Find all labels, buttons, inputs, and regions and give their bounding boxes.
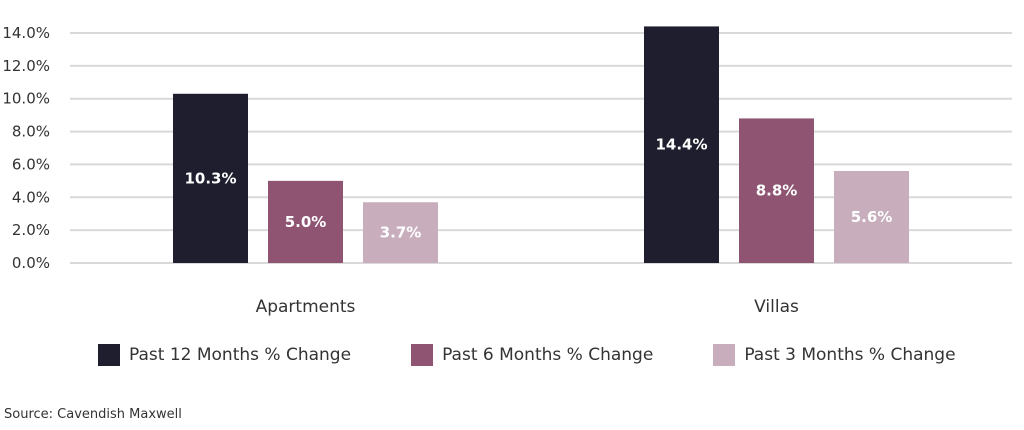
legend-label: Past 12 Months % Change: [129, 345, 352, 365]
legend-item-past-3-months: Past 3 Months % Change: [713, 344, 956, 366]
bar: [644, 26, 719, 263]
y-tick-label: 4.0%: [12, 188, 50, 206]
legend-item-past-6-months: Past 6 Months % Change: [411, 344, 653, 366]
bar: [268, 180, 343, 263]
category-label: Apartments: [256, 297, 356, 317]
legend: Past 12 Months % Change Past 6 Months % …: [98, 344, 1016, 366]
bar: [834, 171, 909, 263]
bars: [173, 26, 909, 264]
y-tick-label: 2.0%: [12, 221, 50, 239]
y-tick-label: 8.0%: [12, 123, 50, 141]
bar: [173, 93, 248, 264]
category-label: Villas: [754, 297, 799, 317]
legend-swatch: [713, 344, 736, 366]
y-tick-label: 12.0%: [2, 57, 50, 75]
legend-swatch: [98, 344, 120, 366]
bar-value-label: 8.8%: [756, 182, 798, 200]
legend-label: Past 3 Months % Change: [744, 345, 956, 365]
source-note: Source: Cavendish Maxwell: [4, 407, 182, 422]
bar-value-label: 3.7%: [380, 224, 422, 242]
bar-value-label: 5.0%: [285, 213, 327, 231]
bar-value-label: 5.6%: [851, 208, 893, 226]
bar: [363, 202, 438, 263]
bar-value-label: 14.4%: [655, 136, 707, 154]
y-axis-ticks: 0.0% 2.0% 4.0% 6.0% 8.0% 10.0% 12.0% 14.0%: [2, 24, 50, 272]
legend-item-past-12-months: Past 12 Months % Change: [98, 344, 351, 366]
y-tick-label: 6.0%: [12, 155, 50, 173]
legend-swatch: [411, 344, 434, 366]
legend-label: Past 6 Months % Change: [442, 345, 654, 365]
bar-chart: 0.0% 2.0% 4.0% 6.0% 8.0% 10.0% 12.0% 14.0% 10.3…: [2, 24, 1012, 317]
bar: [739, 118, 814, 263]
category-labels: Apartments Villas: [256, 297, 799, 317]
y-tick-label: 10.0%: [2, 90, 50, 108]
y-tick-label: 0.0%: [12, 254, 50, 272]
bar-labels: 10.3% 5.0% 3.7% 14.4% 8.8% 5.6%: [184, 136, 892, 242]
bar-value-label: 10.3%: [184, 169, 236, 187]
y-tick-label: 14.0%: [2, 24, 50, 42]
